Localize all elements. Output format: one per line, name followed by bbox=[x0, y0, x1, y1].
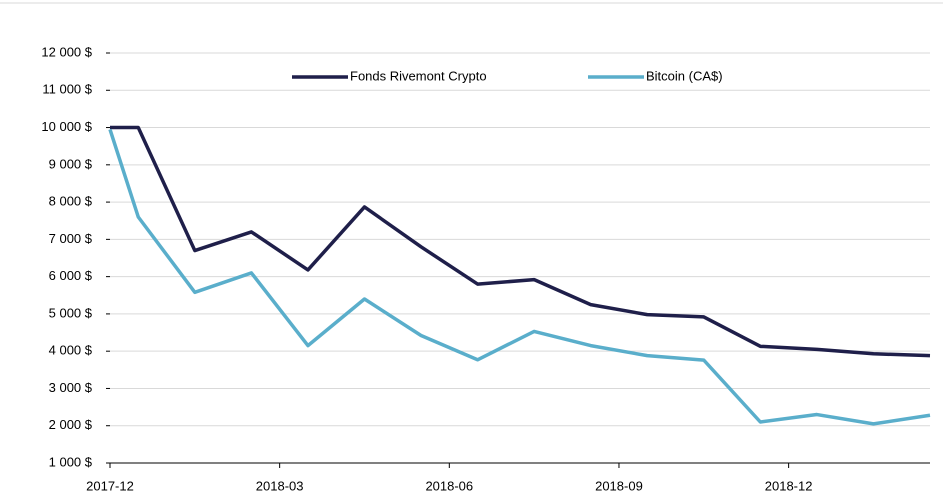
x-tick-label: 2018-06 bbox=[425, 478, 473, 493]
y-tick-label: 5 000 $ bbox=[49, 305, 93, 320]
y-tick-label: 3 000 $ bbox=[49, 380, 93, 395]
legend-label: Bitcoin (CA$) bbox=[646, 68, 723, 83]
y-tick-label: 4 000 $ bbox=[49, 343, 93, 358]
legend-label: Fonds Rivemont Crypto bbox=[350, 68, 487, 83]
y-tick-label: 11 000 $ bbox=[42, 82, 92, 97]
series-line bbox=[110, 125, 931, 358]
y-tick-label: 6 000 $ bbox=[49, 268, 93, 283]
y-tick-label: 10 000 $ bbox=[41, 119, 92, 134]
x-tick-label: 2017-12 bbox=[86, 478, 134, 493]
x-tick-label: 2018-12 bbox=[765, 478, 813, 493]
y-tick-label: 8 000 $ bbox=[49, 194, 93, 209]
x-tick-label: 2018-03 bbox=[256, 478, 304, 493]
y-tick-label: 12 000 $ bbox=[41, 44, 92, 59]
y-tick-label: 9 000 $ bbox=[49, 156, 93, 171]
series-line bbox=[108, 128, 931, 426]
x-tick-label: 2018-09 bbox=[595, 478, 643, 493]
y-tick-label: 7 000 $ bbox=[49, 231, 93, 246]
y-tick-label: 2 000 $ bbox=[49, 417, 93, 432]
y-tick-label: 1 000 $ bbox=[49, 454, 93, 469]
